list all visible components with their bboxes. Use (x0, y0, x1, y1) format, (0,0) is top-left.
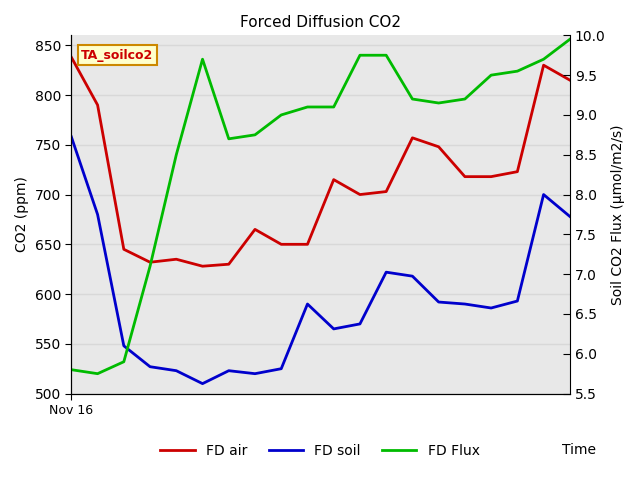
FD air (487, 174, 495, 180)
FD Flux (408, 96, 416, 102)
FD Flux (356, 52, 364, 58)
Y-axis label: Soil CO2 Flux (μmol/m2/s): Soil CO2 Flux (μmol/m2/s) (611, 124, 625, 305)
FD Flux (513, 68, 521, 74)
FD Flux (461, 96, 468, 102)
Line: FD soil: FD soil (71, 137, 570, 384)
FD Flux (198, 56, 206, 62)
FD air (540, 62, 547, 68)
Text: Time: Time (562, 443, 596, 456)
FD soil (566, 214, 573, 219)
FD soil (330, 326, 337, 332)
FD Flux (93, 371, 101, 377)
FD soil (382, 269, 390, 275)
FD air (513, 169, 521, 175)
Title: Forced Diffusion CO2: Forced Diffusion CO2 (240, 15, 401, 30)
FD air (330, 177, 337, 182)
FD air (93, 102, 101, 108)
FD Flux (277, 112, 285, 118)
FD soil (198, 381, 206, 386)
Text: TA_soilco2: TA_soilco2 (81, 48, 154, 61)
FD air (120, 246, 127, 252)
FD soil (251, 371, 259, 377)
FD Flux (172, 152, 180, 157)
FD Flux (67, 367, 75, 372)
FD Flux (303, 104, 311, 110)
FD soil (172, 368, 180, 373)
FD Flux (146, 264, 154, 269)
FD air (198, 264, 206, 269)
FD Flux (435, 100, 442, 106)
FD soil (277, 366, 285, 372)
FD air (435, 144, 442, 150)
FD soil (435, 299, 442, 305)
Line: FD air: FD air (71, 57, 570, 266)
FD soil (120, 343, 127, 348)
FD soil (487, 305, 495, 311)
FD soil (513, 298, 521, 304)
FD Flux (120, 359, 127, 365)
FD air (461, 174, 468, 180)
FD Flux (225, 136, 232, 142)
Line: FD Flux: FD Flux (71, 39, 570, 374)
FD air (172, 256, 180, 262)
FD air (225, 261, 232, 267)
FD Flux (566, 36, 573, 42)
FD soil (461, 301, 468, 307)
FD air (303, 241, 311, 247)
FD air (67, 54, 75, 60)
FD air (356, 192, 364, 197)
Y-axis label: CO2 (ppm): CO2 (ppm) (15, 177, 29, 252)
FD soil (93, 212, 101, 217)
Legend: FD air, FD soil, FD Flux: FD air, FD soil, FD Flux (155, 438, 485, 464)
FD air (382, 189, 390, 194)
FD Flux (382, 52, 390, 58)
FD Flux (251, 132, 259, 138)
FD Flux (540, 56, 547, 62)
FD Flux (487, 72, 495, 78)
FD soil (225, 368, 232, 373)
FD air (146, 259, 154, 265)
FD soil (356, 321, 364, 327)
FD soil (303, 301, 311, 307)
FD soil (408, 273, 416, 279)
FD air (251, 227, 259, 232)
FD Flux (330, 104, 337, 110)
FD soil (146, 364, 154, 370)
FD air (408, 135, 416, 141)
FD air (277, 241, 285, 247)
FD soil (67, 134, 75, 140)
FD air (566, 77, 573, 83)
FD soil (540, 192, 547, 197)
